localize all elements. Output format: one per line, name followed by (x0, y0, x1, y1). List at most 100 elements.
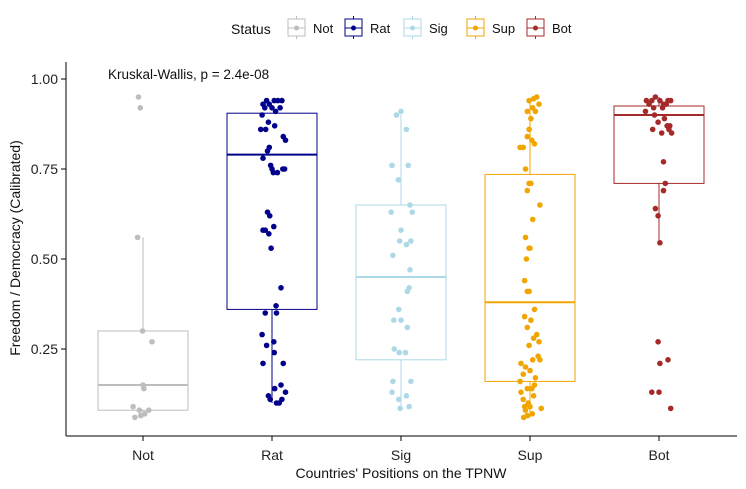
data-point (524, 412, 531, 419)
box-bot (613, 97, 705, 243)
data-point (665, 357, 671, 363)
data-point (531, 306, 538, 313)
data-point (396, 349, 403, 356)
legend-key-point (410, 25, 415, 31)
data-point (526, 97, 532, 104)
data-point (657, 240, 663, 246)
data-point (642, 108, 649, 115)
data-point (522, 234, 529, 241)
data-point (280, 360, 287, 367)
data-point (403, 393, 410, 399)
data-point (137, 412, 144, 419)
x-tick-label: Bot (648, 447, 669, 463)
data-point (271, 123, 278, 129)
legend-key-point (473, 25, 478, 31)
data-point (652, 205, 659, 212)
data-point (528, 317, 534, 324)
data-point (149, 339, 155, 345)
data-point (528, 115, 534, 122)
legend-key-point (351, 25, 356, 31)
data-point (408, 378, 414, 385)
data-point (134, 234, 141, 241)
data-point (667, 405, 674, 412)
data-point (659, 105, 666, 111)
data-point (282, 389, 289, 396)
data-point (264, 148, 271, 154)
box-sig (355, 115, 447, 411)
data-point (137, 105, 144, 111)
legend-label: Not (313, 21, 334, 36)
data-point (520, 396, 527, 403)
data-point (262, 105, 268, 111)
legend-item-sup: Sup (466, 16, 515, 39)
box-iqr (226, 112, 318, 310)
legend-item-sig: Sig (403, 16, 448, 39)
data-point (527, 245, 533, 251)
data-point (650, 105, 657, 111)
data-point (277, 105, 283, 111)
data-point (533, 331, 540, 338)
data-point (260, 155, 266, 161)
data-point (257, 126, 264, 133)
y-tick-label: 0.50 (31, 251, 58, 267)
data-point (522, 166, 529, 172)
data-point (517, 144, 523, 151)
data-point (538, 405, 545, 412)
box-rat (226, 112, 318, 403)
data-point (390, 378, 396, 385)
data-point (663, 101, 669, 107)
data-point (398, 108, 404, 115)
data-point (533, 94, 540, 100)
data-point (408, 238, 414, 244)
x-tick-label: Rat (261, 447, 283, 463)
data-point (662, 180, 669, 187)
data-point (530, 335, 537, 342)
data-point (395, 306, 402, 313)
data-point (282, 137, 289, 143)
legend-item-bot: Bot (526, 16, 572, 39)
data-point (390, 252, 396, 259)
data-point (271, 349, 278, 356)
data-point (403, 126, 410, 133)
data-point (518, 389, 524, 396)
data-point (402, 349, 409, 356)
data-point (527, 367, 533, 374)
data-point (649, 126, 656, 133)
legend-title: Status (231, 21, 271, 37)
data-point (531, 141, 538, 147)
data-point (537, 202, 543, 208)
box-iqr (484, 173, 576, 382)
data-point (646, 101, 652, 107)
data-point (522, 364, 529, 370)
data-point (529, 357, 536, 363)
data-point (273, 310, 280, 316)
y-axis-title: Freedom / Democracy (Calibrated) (7, 140, 23, 356)
data-point (652, 94, 659, 100)
data-point (279, 97, 285, 104)
data-point (661, 115, 668, 122)
data-point (389, 162, 395, 169)
data-point (520, 371, 527, 378)
x-tick-label: Not (132, 447, 154, 463)
data-point (278, 382, 284, 388)
data-point (271, 223, 277, 230)
data-point (404, 288, 411, 295)
box-iqr (97, 330, 189, 411)
legend-label: Sig (429, 21, 448, 36)
data-point (268, 245, 274, 251)
data-point (135, 94, 142, 100)
legend-key-point (294, 25, 299, 31)
data-point (532, 108, 539, 115)
data-point (141, 385, 147, 392)
data-point (528, 180, 534, 187)
data-point (521, 277, 528, 284)
data-point (529, 385, 535, 392)
data-point (274, 169, 281, 176)
data-point (537, 357, 543, 363)
data-point (655, 119, 661, 125)
x-tick-label: Sup (518, 447, 543, 463)
data-point (529, 216, 536, 223)
data-point (667, 97, 674, 104)
x-tick-label: Sig (391, 447, 411, 463)
